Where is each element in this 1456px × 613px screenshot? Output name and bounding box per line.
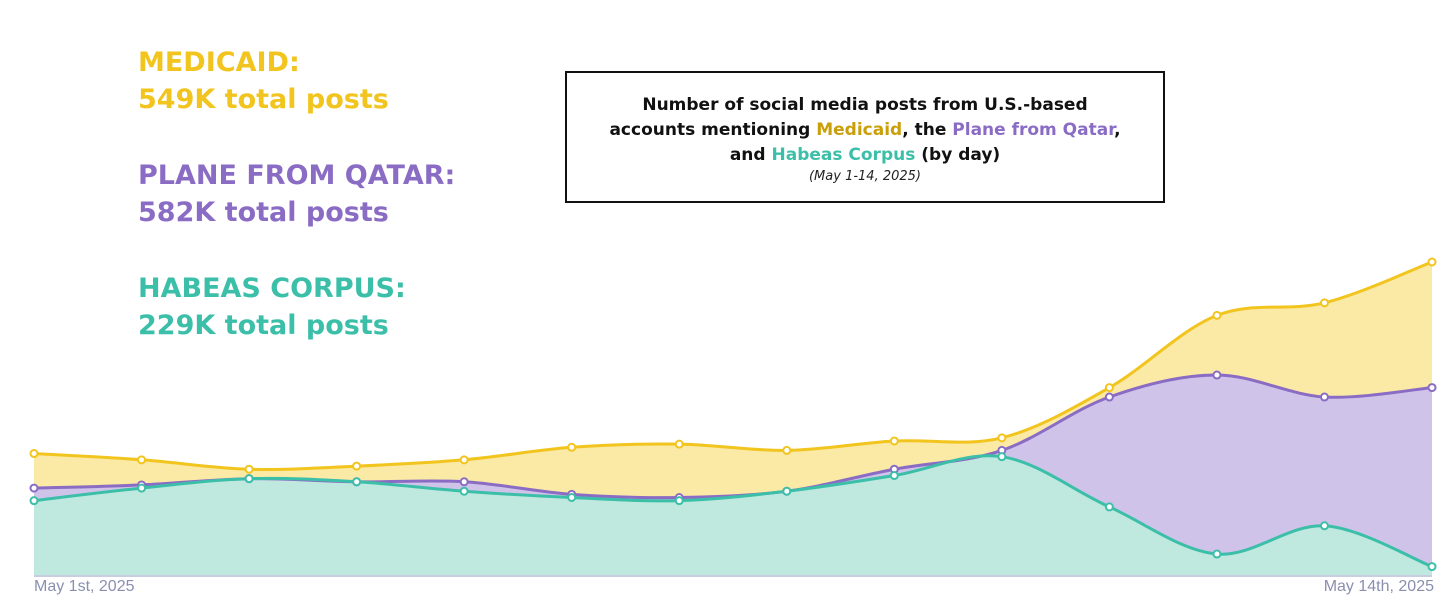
- data-point-habeas-corpus-2: [137, 483, 147, 493]
- title-keyword-medicaid: Medicaid: [816, 120, 903, 140]
- data-point-plane-from-qatar-14: [1427, 383, 1437, 393]
- series-line-habeas-corpus: [33, 454, 1433, 569]
- data-point-medicaid-2: [137, 455, 147, 465]
- title-line-1: Number of social media posts from U.S.-b…: [642, 95, 1088, 115]
- title-keyword-habeas: Habeas Corpus: [771, 145, 916, 165]
- stat-medicaid: MEDICAID: 549K total posts: [138, 44, 389, 118]
- stat-medicaid-value: 549K total posts: [138, 84, 389, 115]
- data-point-medicaid-12: [1212, 310, 1222, 320]
- data-point-medicaid-6: [567, 442, 577, 452]
- chart-title: Number of social media posts from U.S.-b…: [567, 93, 1163, 168]
- data-point-plane-from-qatar-12: [1212, 370, 1222, 380]
- x-tick-label-start: May 1st, 2025: [34, 578, 135, 595]
- data-point-medicaid-9: [889, 436, 899, 446]
- data-point-habeas-corpus-14: [1427, 562, 1437, 572]
- data-point-habeas-corpus-3: [244, 474, 254, 484]
- data-point-habeas-corpus-12: [1212, 549, 1222, 559]
- data-point-medicaid-5: [459, 455, 469, 465]
- data-point-medicaid-1: [29, 449, 39, 459]
- data-point-habeas-corpus-9: [889, 471, 899, 481]
- chart-subtitle: (May 1-14, 2025): [808, 169, 921, 184]
- series-lines: [33, 260, 1433, 569]
- data-point-plane-from-qatar-5: [459, 477, 469, 487]
- stat-plane-label: PLANE FROM QATAR:: [138, 160, 456, 191]
- data-point-medicaid-4: [352, 461, 362, 471]
- x-tick-label-end: May 14th, 2025: [1323, 578, 1434, 595]
- title-text: (by day): [915, 145, 1001, 165]
- data-point-medicaid-10: [997, 433, 1007, 443]
- data-point-medicaid-13: [1319, 298, 1329, 308]
- series-fills: [34, 262, 1432, 576]
- data-point-medicaid-11: [1104, 383, 1114, 393]
- data-point-plane-from-qatar-13: [1319, 392, 1329, 402]
- data-point-habeas-corpus-11: [1104, 502, 1114, 512]
- data-point-habeas-corpus-8: [782, 486, 792, 496]
- chart-title-box: Number of social media posts from U.S.-b…: [565, 71, 1165, 203]
- title-line-2: accounts mentioning Medicaid, the Plane …: [567, 118, 1163, 143]
- data-point-habeas-corpus-6: [567, 493, 577, 502]
- series-points: [29, 257, 1437, 572]
- data-point-medicaid-7: [674, 439, 684, 449]
- data-point-plane-from-qatar-1: [29, 483, 39, 493]
- stat-plane-value: 582K total posts: [138, 197, 389, 228]
- data-point-habeas-corpus-1: [29, 496, 39, 506]
- series-line-medicaid: [33, 260, 1433, 471]
- stat-plane-from-qatar: PLANE FROM QATAR: 582K total posts: [138, 157, 455, 231]
- title-text: and: [729, 145, 772, 165]
- stat-habeas-label: HABEAS CORPUS:: [138, 273, 406, 304]
- stat-habeas-corpus: HABEAS CORPUS: 229K total posts: [138, 270, 406, 344]
- area-fill-habeas-corpus: [34, 455, 1432, 576]
- data-point-medicaid-8: [782, 445, 792, 455]
- title-text: ,: [1114, 120, 1121, 140]
- data-point-habeas-corpus-13: [1319, 521, 1329, 531]
- title-line-3: and Habeas Corpus (by day): [567, 143, 1163, 168]
- title-text: , the: [902, 120, 953, 140]
- stat-medicaid-label: MEDICAID:: [138, 47, 300, 78]
- title-text: accounts mentioning: [609, 120, 817, 140]
- title-keyword-plane: Plane from Qatar: [952, 120, 1115, 140]
- data-point-medicaid-3: [244, 464, 254, 474]
- data-point-plane-from-qatar-11: [1104, 392, 1114, 402]
- data-point-habeas-corpus-7: [674, 496, 684, 506]
- stat-habeas-value: 229K total posts: [138, 310, 389, 341]
- data-point-habeas-corpus-4: [352, 477, 362, 487]
- data-point-medicaid-14: [1427, 257, 1437, 267]
- data-point-habeas-corpus-10: [997, 452, 1007, 462]
- data-point-habeas-corpus-5: [459, 486, 469, 496]
